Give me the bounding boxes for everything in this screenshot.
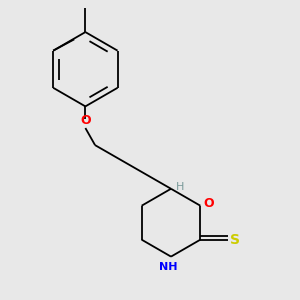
Text: NH: NH [159, 262, 178, 272]
Text: O: O [80, 114, 91, 128]
Text: S: S [230, 233, 240, 247]
Text: H: H [176, 182, 184, 192]
Text: O: O [203, 196, 214, 210]
